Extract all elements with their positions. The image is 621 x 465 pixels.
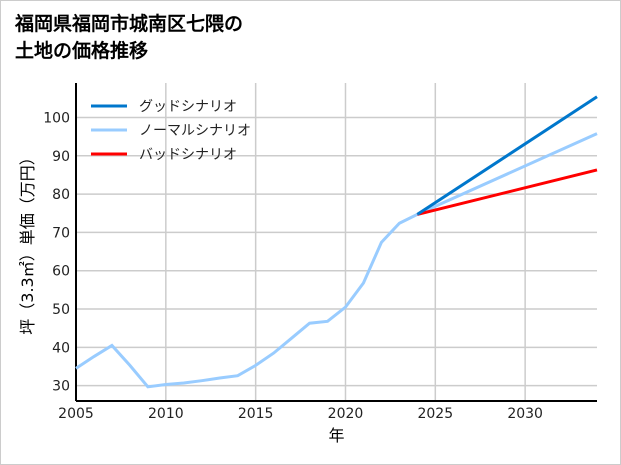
legend-label: グッドシナリオ <box>139 99 237 115</box>
legend-label: ノーマルシナリオ <box>139 123 251 139</box>
series-line-0 <box>416 95 598 216</box>
x-tick-label: 2005 <box>58 406 94 422</box>
series-line-1 <box>75 132 598 389</box>
y-tick-label: 30 <box>52 379 70 395</box>
x-tick-label: 2020 <box>328 406 364 422</box>
legend-label: バッドシナリオ <box>139 147 237 163</box>
chart-title: 福岡県福岡市城南区七隈の 土地の価格推移 <box>15 13 244 62</box>
y-axis-label: 坪（3.3㎡）単価（万円） <box>18 149 37 334</box>
x-tick-label: 2025 <box>417 406 453 422</box>
x-tick-label: 2030 <box>507 406 543 422</box>
x-tick-label: 2010 <box>148 406 184 422</box>
x-axis-label: 年 <box>328 426 344 445</box>
y-tick-label: 100 <box>43 110 70 126</box>
y-tick-label: 90 <box>52 149 70 165</box>
x-tick-label: 2015 <box>238 406 274 422</box>
series-line-2 <box>416 168 598 216</box>
y-tick-label: 50 <box>52 302 70 318</box>
y-tick-label: 40 <box>52 340 70 356</box>
y-tick-label: 70 <box>52 225 70 241</box>
y-tick-label: 60 <box>52 264 70 280</box>
y-tick-label: 80 <box>52 187 70 203</box>
